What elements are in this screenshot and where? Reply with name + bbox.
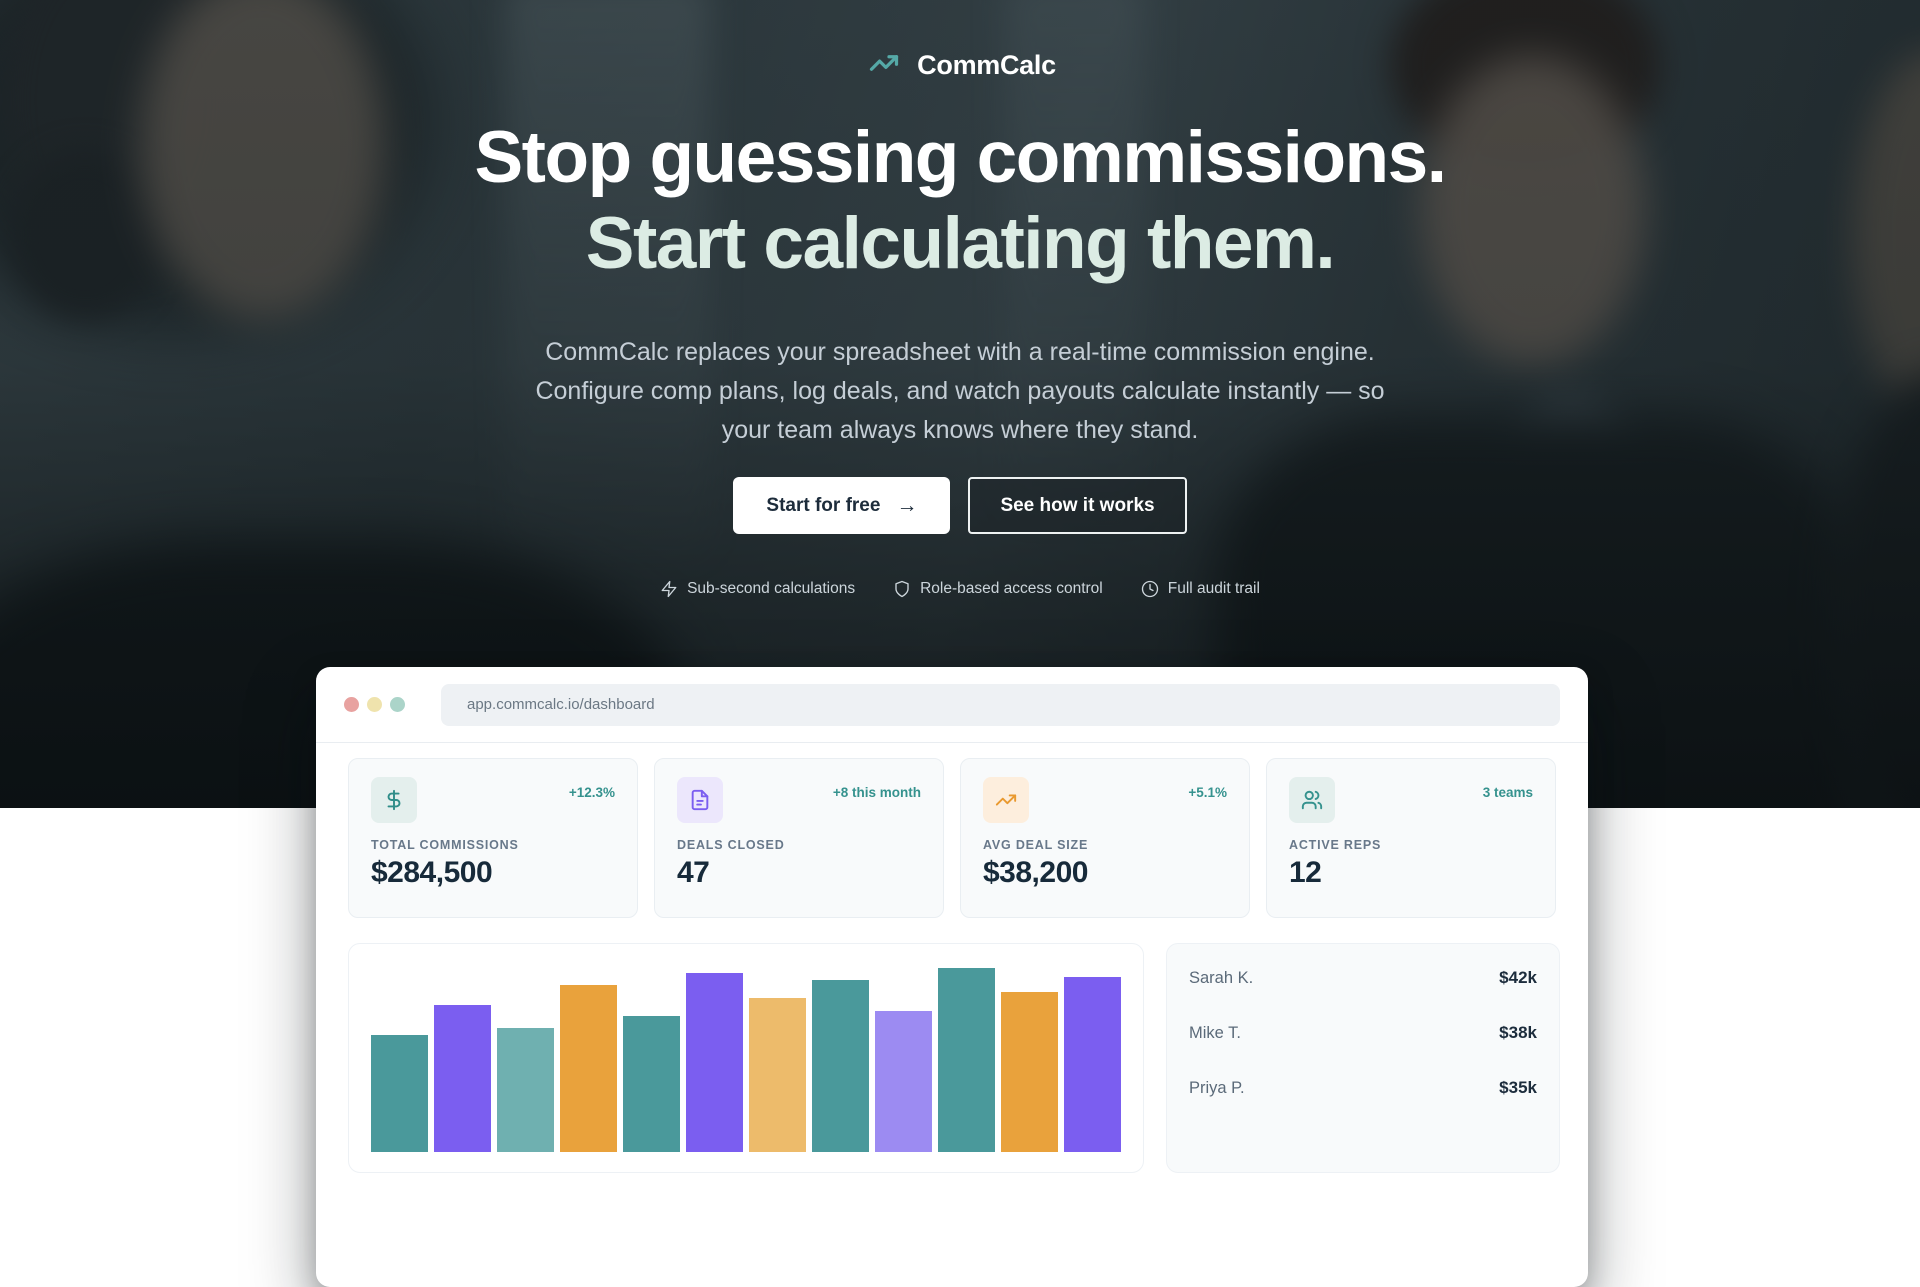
feature-sub-second: Sub-second calculations (660, 580, 855, 598)
see-how-it-works-button[interactable]: See how it works (968, 477, 1187, 534)
headline-line-1: Stop guessing commissions. (474, 117, 1447, 198)
rep-name: Sarah K. (1189, 968, 1254, 987)
chart-bar (434, 1005, 491, 1152)
leaderboard-row: Sarah K. $42k (1185, 956, 1541, 1000)
leaderboard-row: Mike T. $38k (1185, 1011, 1541, 1055)
leaderboard-panel: Sarah K. $42k Mike T. $38k Priya P. $35k (1166, 943, 1560, 1173)
stat-label: AVG DEAL SIZE (983, 838, 1089, 852)
feature-badges: Sub-second calculations Role-based acces… (0, 580, 1920, 598)
chart-bar (371, 1035, 428, 1152)
brand-name: CommCalc (917, 50, 1056, 80)
traffic-light-yellow-icon (367, 697, 382, 712)
chart-bar (560, 985, 617, 1152)
hero-subtitle: CommCalc replaces your spreadsheet with … (0, 333, 1920, 450)
stat-label: ACTIVE REPS (1289, 838, 1382, 852)
chart-bar (1001, 992, 1058, 1152)
traffic-light-red-icon (344, 697, 359, 712)
arrow-right-icon: → (896, 493, 918, 517)
shield-icon (893, 580, 911, 598)
bar-chart (371, 968, 1121, 1152)
users-icon (1289, 777, 1335, 823)
stat-change: +8 this month (832, 785, 921, 800)
trending-up-icon (983, 777, 1029, 823)
headline-line-2: Start calculating them. (585, 203, 1336, 284)
stat-card-header: 3 teams (1289, 777, 1533, 823)
chart-bar (686, 973, 743, 1152)
rep-value: $42k (1499, 968, 1537, 987)
rep-value: $35k (1499, 1078, 1537, 1097)
leaderboard-row: Priya P. $35k (1185, 1066, 1541, 1110)
subtitle-line-3: your team always knows where they stand. (721, 416, 1199, 444)
chart-bar (623, 1016, 680, 1152)
chart-bar (1064, 977, 1121, 1152)
stat-change: +12.3% (568, 785, 615, 800)
stat-card-header: +12.3% (371, 777, 615, 823)
dashboard-bottom-row: Sarah K. $42k Mike T. $38k Priya P. $35k (348, 943, 1560, 1173)
feature-role-based: Role-based access control (893, 580, 1103, 598)
chart-bar (875, 1011, 932, 1152)
feature-label: Full audit trail (1167, 580, 1260, 597)
commissions-chart-panel (348, 943, 1144, 1173)
stat-label: DEALS CLOSED (677, 838, 785, 852)
stat-value: $284,500 (371, 856, 493, 889)
see-how-it-works-label: See how it works (1000, 494, 1155, 516)
start-for-free-label: Start for free (766, 494, 881, 516)
rep-name: Mike T. (1189, 1023, 1241, 1042)
start-for-free-button[interactable]: Start for free → (733, 477, 951, 534)
hero-content: CommCalc Stop guessing commissions. Star… (0, 0, 1920, 598)
traffic-light-green-icon (390, 697, 405, 712)
rep-value: $38k (1499, 1023, 1537, 1042)
stat-value: 12 (1289, 856, 1322, 889)
dashboard: +12.3% TOTAL COMMISSIONS $284,500 (316, 743, 1588, 1173)
url-bar: app.commcalc.io/dashboard (441, 683, 1560, 726)
stat-card-active-reps: 3 teams ACTIVE REPS 12 (1266, 758, 1556, 918)
logo: CommCalc (864, 48, 1056, 83)
url-text: app.commcalc.io/dashboard (467, 696, 655, 713)
stat-value: 47 (677, 856, 710, 889)
chart-bar (749, 998, 806, 1152)
stat-value: $38,200 (983, 856, 1088, 889)
feature-label: Role-based access control (920, 580, 1103, 597)
zap-icon (660, 580, 678, 598)
file-text-icon (677, 777, 723, 823)
browser-chrome: app.commcalc.io/dashboard (316, 667, 1588, 743)
stat-card-header: +5.1% (983, 777, 1227, 823)
chart-bar (497, 1028, 554, 1152)
rep-name: Priya P. (1189, 1078, 1245, 1097)
cta-row: Start for free → See how it works (0, 477, 1920, 534)
stat-card-header: +8 this month (677, 777, 921, 823)
feature-audit-trail: Full audit trail (1141, 580, 1260, 598)
browser-mockup: app.commcalc.io/dashboard +12.3% TOTAL C… (316, 667, 1588, 1287)
trending-up-icon (864, 48, 904, 83)
chart-bar (938, 968, 995, 1152)
stat-card-avg-deal-size: +5.1% AVG DEAL SIZE $38,200 (960, 758, 1250, 918)
subtitle-line-1: CommCalc replaces your spreadsheet with … (545, 338, 1375, 366)
feature-label: Sub-second calculations (687, 580, 856, 597)
stats-row: +12.3% TOTAL COMMISSIONS $284,500 (348, 758, 1556, 918)
stat-change: +5.1% (1188, 785, 1227, 800)
stat-card-deals-closed: +8 this month DEALS CLOSED 47 (654, 758, 944, 918)
clock-icon (1141, 580, 1159, 598)
chart-bar (812, 980, 869, 1152)
dollar-icon (371, 777, 417, 823)
stat-card-total-commissions: +12.3% TOTAL COMMISSIONS $284,500 (348, 758, 638, 918)
stat-label: TOTAL COMMISSIONS (371, 838, 519, 852)
subtitle-line-2: Configure comp plans, log deals, and wat… (535, 377, 1385, 405)
stat-change: 3 teams (1482, 785, 1533, 800)
hero-headline: Stop guessing commissions. Start calcula… (0, 115, 1920, 287)
